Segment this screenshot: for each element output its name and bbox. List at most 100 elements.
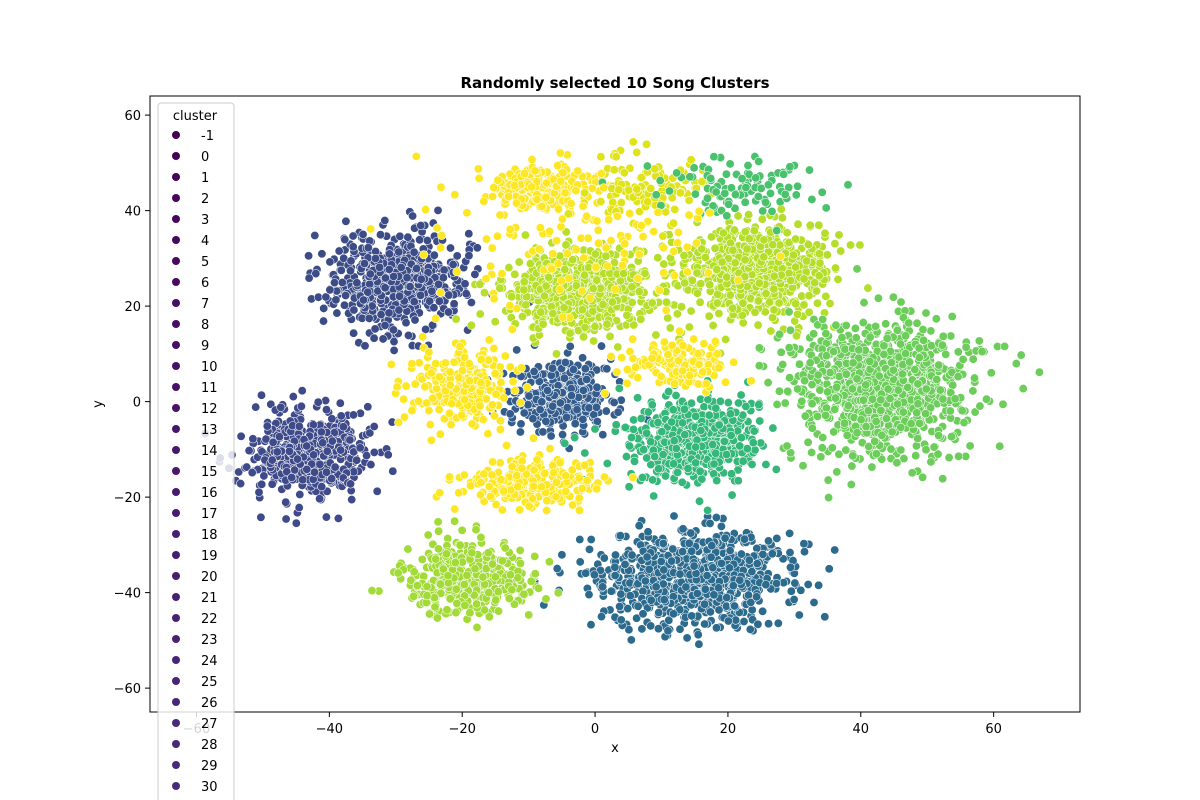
scatter-point [544, 557, 554, 567]
scatter-point [717, 558, 726, 568]
scatter-point [863, 283, 873, 293]
scatter-point [388, 466, 398, 476]
scatter-point [831, 263, 840, 273]
scatter-point [757, 214, 767, 224]
scatter-point [824, 493, 834, 503]
scatter-point [313, 397, 323, 407]
scatter-point [340, 300, 349, 310]
scatter-point [803, 580, 813, 589]
scatter-point [462, 570, 472, 580]
scatter-point [472, 599, 482, 609]
scatter-point [710, 243, 720, 253]
scatter-point [401, 318, 411, 328]
scatter-point [403, 544, 413, 554]
scatter-point [785, 373, 795, 383]
scatter-point [444, 307, 453, 317]
scatter-point [557, 550, 567, 560]
scatter-point [736, 549, 746, 559]
scatter-point [671, 391, 681, 400]
scatter-point [708, 440, 718, 450]
scatter-point [598, 300, 608, 310]
scatter-point [425, 296, 435, 306]
scatter-point [413, 581, 422, 590]
scatter-point [723, 616, 733, 626]
scatter-point [304, 273, 314, 283]
scatter-point [295, 490, 305, 499]
scatter-point [802, 256, 812, 266]
scatter-point [460, 279, 470, 289]
scatter-point [785, 528, 795, 538]
scatter-point [643, 527, 653, 537]
scatter-point [335, 398, 345, 408]
scatter-point [782, 228, 792, 238]
scatter-point [638, 609, 648, 619]
scatter-point [804, 291, 814, 301]
scatter-point [602, 459, 612, 468]
scatter-point [678, 547, 688, 557]
scatter-point [719, 436, 729, 446]
scatter-point [484, 588, 494, 598]
scatter-point [590, 322, 600, 332]
scatter-point [761, 460, 771, 469]
scatter-point [311, 269, 321, 279]
scatter-point [360, 259, 369, 268]
scatter-point [464, 229, 474, 239]
scatter-point [789, 595, 799, 604]
scatter-point [330, 278, 339, 288]
points-layer [200, 137, 1044, 649]
scatter-point [302, 441, 312, 451]
scatter-point [380, 216, 390, 225]
scatter-point [722, 272, 732, 282]
scatter-point [412, 264, 422, 274]
scatter-point [679, 404, 689, 414]
scatter-point [815, 258, 825, 268]
scatter-point [646, 621, 656, 631]
scatter-point [529, 367, 539, 377]
scatter-point [480, 288, 489, 298]
scatter-point [348, 242, 358, 252]
scatter-point [325, 257, 335, 267]
scatter-point [747, 459, 757, 469]
scatter-point [371, 254, 380, 263]
scatter-point [717, 257, 727, 267]
scatter-point [376, 230, 385, 240]
scatter-point [467, 548, 477, 558]
scatter-point [536, 307, 546, 317]
scatter-point [790, 578, 800, 588]
scatter-point [457, 525, 467, 535]
scatter-point [355, 443, 365, 453]
scatter-point [714, 420, 724, 430]
scatter-point [359, 295, 368, 305]
scatter-point [616, 589, 626, 599]
scatter-point [562, 403, 572, 412]
scatter-point [242, 462, 252, 472]
scatter-point [452, 598, 462, 608]
scatter-point [247, 468, 257, 478]
scatter-point [697, 474, 707, 484]
scatter-point [541, 416, 551, 426]
scatter-point [327, 414, 337, 424]
scatter-point [740, 534, 749, 544]
scatter-point [625, 441, 634, 451]
scatter-point [459, 580, 469, 589]
scatter-point [896, 445, 906, 455]
scatter-point [738, 456, 748, 466]
scatter-point [363, 287, 373, 297]
scatter-point [449, 299, 459, 309]
scatter-point [422, 591, 432, 601]
scatter-point [691, 458, 701, 468]
scatter-point [807, 448, 817, 457]
scatter-point [251, 402, 261, 412]
scatter-point [389, 271, 399, 281]
scatter-point [711, 513, 721, 522]
scatter-point [294, 503, 304, 513]
scatter-point [315, 459, 325, 469]
scatter-point [720, 533, 730, 543]
scatter-point [471, 525, 481, 535]
scatter-point [609, 398, 619, 407]
scatter-point [349, 328, 359, 338]
scatter-point [586, 620, 596, 630]
scatter-point [761, 580, 771, 590]
scatter-point [601, 406, 611, 416]
scatter-point [405, 282, 415, 292]
